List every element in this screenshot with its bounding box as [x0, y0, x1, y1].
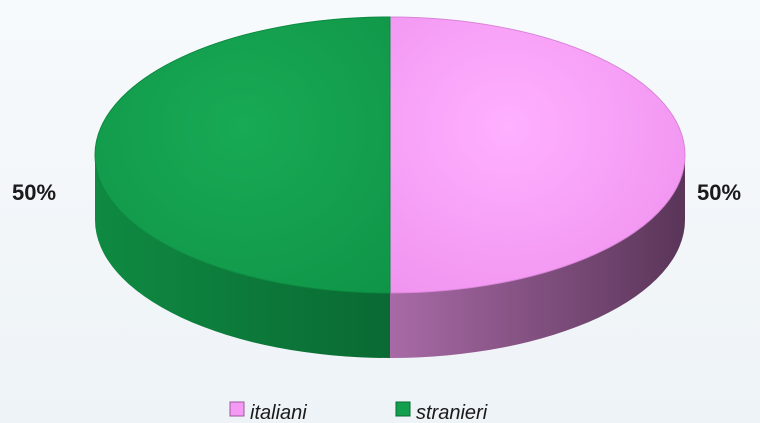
legend-swatch-italiani: [229, 401, 245, 417]
legend-label-stranieri: stranieri: [416, 402, 488, 423]
legend-label-italiani: italiani: [250, 402, 307, 423]
data-label-stranieri: 50%: [12, 180, 56, 205]
slice-side-italiani: [390, 155, 685, 358]
slice-stranieri: [94, 16, 391, 294]
legend: italiani stranieri: [229, 401, 488, 423]
data-label-italiani: 50%: [697, 180, 741, 205]
slice-italiani: [389, 16, 686, 294]
legend-swatch-stranieri: [395, 401, 411, 417]
slice-side-stranieri: [95, 155, 390, 358]
